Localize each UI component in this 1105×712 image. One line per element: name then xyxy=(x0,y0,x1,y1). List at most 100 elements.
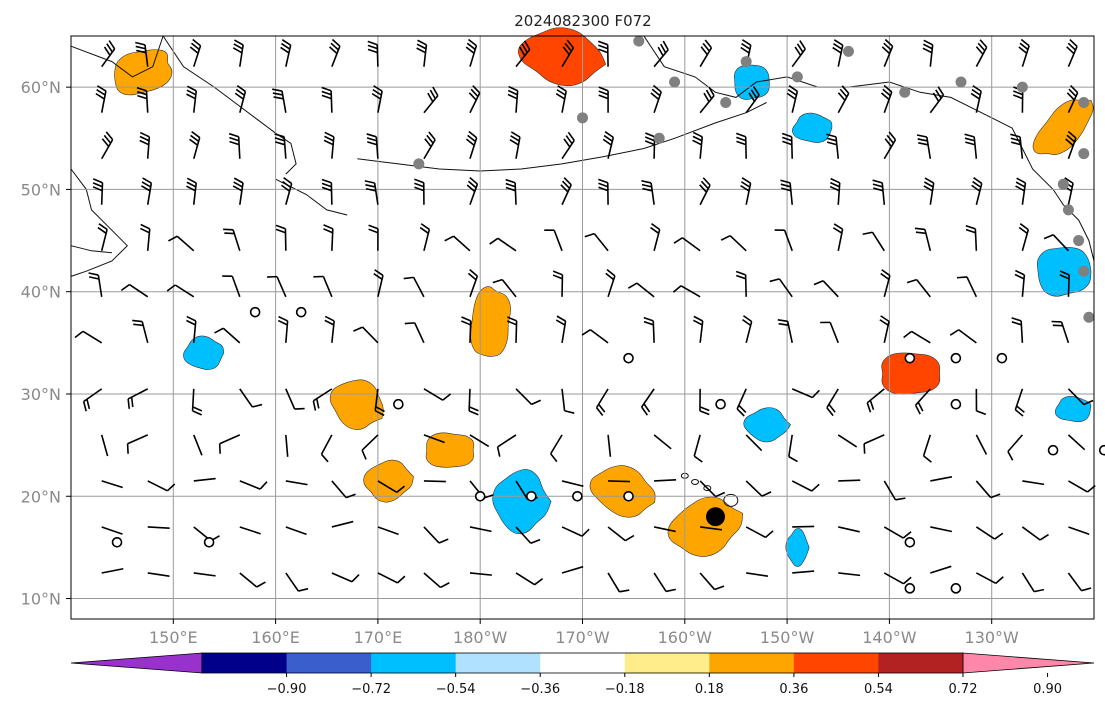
wind-barb xyxy=(1022,480,1045,486)
wind-barb xyxy=(313,275,333,298)
wind-barb xyxy=(791,480,820,492)
x-tick-label: 140°W xyxy=(862,628,917,647)
wind-barb xyxy=(140,223,151,251)
colorbar-tick-label: −0.72 xyxy=(351,682,391,697)
wind-barb xyxy=(561,131,575,160)
wind-barb xyxy=(914,388,931,415)
wind-barb xyxy=(469,572,492,576)
wind-barb xyxy=(100,434,109,457)
wind-barb xyxy=(883,480,906,501)
wind-barb xyxy=(791,388,820,399)
colorbar-segment xyxy=(878,653,964,673)
wind-barb xyxy=(653,526,676,533)
wind-barb xyxy=(277,315,289,343)
wind-barb xyxy=(863,434,885,454)
x-tick-label: 150°W xyxy=(760,628,815,647)
colorbar-segment xyxy=(286,653,372,673)
wind-barb xyxy=(323,131,335,159)
wind-barb xyxy=(509,131,521,159)
colorbar-segment xyxy=(624,653,710,673)
wind-barb xyxy=(561,526,590,537)
calm-wind-circle xyxy=(111,536,123,548)
station-marker xyxy=(1016,81,1028,93)
wind-barb xyxy=(239,526,261,535)
wind-barb xyxy=(467,269,479,298)
wind-barb xyxy=(466,176,479,206)
wind-barb xyxy=(627,282,655,298)
wind-barb xyxy=(975,480,1001,499)
wind-barb xyxy=(135,41,149,67)
calm-wind-circle xyxy=(904,583,916,594)
wind-barb xyxy=(496,434,517,457)
wind-barb xyxy=(561,565,584,574)
colorbar-tick-label: −0.54 xyxy=(436,682,476,697)
wind-barb xyxy=(880,84,893,113)
contour-region xyxy=(667,496,744,557)
wind-barb xyxy=(1014,388,1025,417)
wind-barb xyxy=(272,88,287,113)
coastline-segment xyxy=(70,245,112,254)
station-marker xyxy=(791,71,803,83)
contour-region xyxy=(492,469,552,535)
wind-barb xyxy=(232,177,244,205)
wind-barb xyxy=(975,434,988,455)
wind-barb xyxy=(597,40,609,67)
wind-barb xyxy=(364,180,379,205)
station-marker xyxy=(1078,265,1090,277)
coastline-segment xyxy=(70,168,129,277)
x-tick-label: 170°E xyxy=(354,628,403,647)
wind-barb xyxy=(403,276,425,298)
wind-barb xyxy=(975,572,1004,585)
wind-barb xyxy=(461,316,472,343)
y-tick-label: 40°N xyxy=(21,283,61,302)
wind-barb xyxy=(780,179,794,205)
wind-barb xyxy=(515,526,541,545)
wind-barb xyxy=(186,85,198,113)
colorbar-segment xyxy=(371,653,457,673)
colorbar-segment xyxy=(455,653,541,673)
wind-barb xyxy=(228,132,241,159)
wind-barb xyxy=(232,39,244,67)
colorbar-tick-label: 0.90 xyxy=(1033,682,1062,697)
coastline-segment xyxy=(162,35,297,175)
wind-barb xyxy=(826,133,840,159)
wind-barb xyxy=(788,434,798,463)
island xyxy=(723,493,739,507)
wind-barb xyxy=(285,388,305,410)
wind-barb xyxy=(720,234,747,252)
station-marker xyxy=(1078,148,1090,160)
calm-wind-circle xyxy=(1098,444,1105,456)
colorbar-tick-label: −0.90 xyxy=(267,682,307,697)
wind-barb xyxy=(331,520,354,528)
wind-barb xyxy=(1066,85,1079,114)
coastline-segment xyxy=(70,35,164,78)
wind-barb xyxy=(745,480,772,497)
wind-barb xyxy=(366,133,379,159)
wind-barb-layer xyxy=(74,38,1096,593)
wind-barb xyxy=(416,39,428,67)
wind-barb xyxy=(866,388,885,413)
colorbar-tick-label: 0.36 xyxy=(779,682,808,697)
wind-barb xyxy=(813,280,839,298)
wind-barb xyxy=(505,178,517,205)
wind-barb xyxy=(829,177,841,205)
wind-barb xyxy=(555,315,567,343)
wind-barb xyxy=(377,480,406,493)
calm-wind-circle xyxy=(393,398,404,410)
colorbar-tick-label: −0.18 xyxy=(605,682,645,697)
wind-barb xyxy=(323,224,334,251)
colorbar-extend-low xyxy=(70,652,203,674)
wind-barb xyxy=(1067,434,1086,451)
wind-barb xyxy=(975,526,1004,540)
wind-barb xyxy=(862,231,885,252)
wind-barb xyxy=(735,270,747,297)
wind-barb xyxy=(837,85,850,114)
wind-barb xyxy=(544,229,563,252)
wind-barb xyxy=(930,475,953,482)
wind-barb xyxy=(929,86,945,114)
y-tick-label: 60°N xyxy=(21,78,61,97)
wind-barb xyxy=(1010,133,1024,159)
wind-barb xyxy=(419,223,431,251)
wind-barb xyxy=(699,177,711,206)
wind-barb xyxy=(222,275,241,298)
